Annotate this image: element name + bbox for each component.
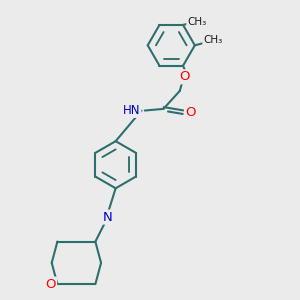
Text: O: O	[185, 106, 196, 119]
Text: O: O	[46, 278, 56, 291]
Text: CH₃: CH₃	[187, 17, 206, 27]
Text: O: O	[179, 70, 190, 83]
Text: HN: HN	[123, 104, 140, 117]
Text: CH₃: CH₃	[203, 35, 222, 45]
Text: N: N	[103, 211, 113, 224]
